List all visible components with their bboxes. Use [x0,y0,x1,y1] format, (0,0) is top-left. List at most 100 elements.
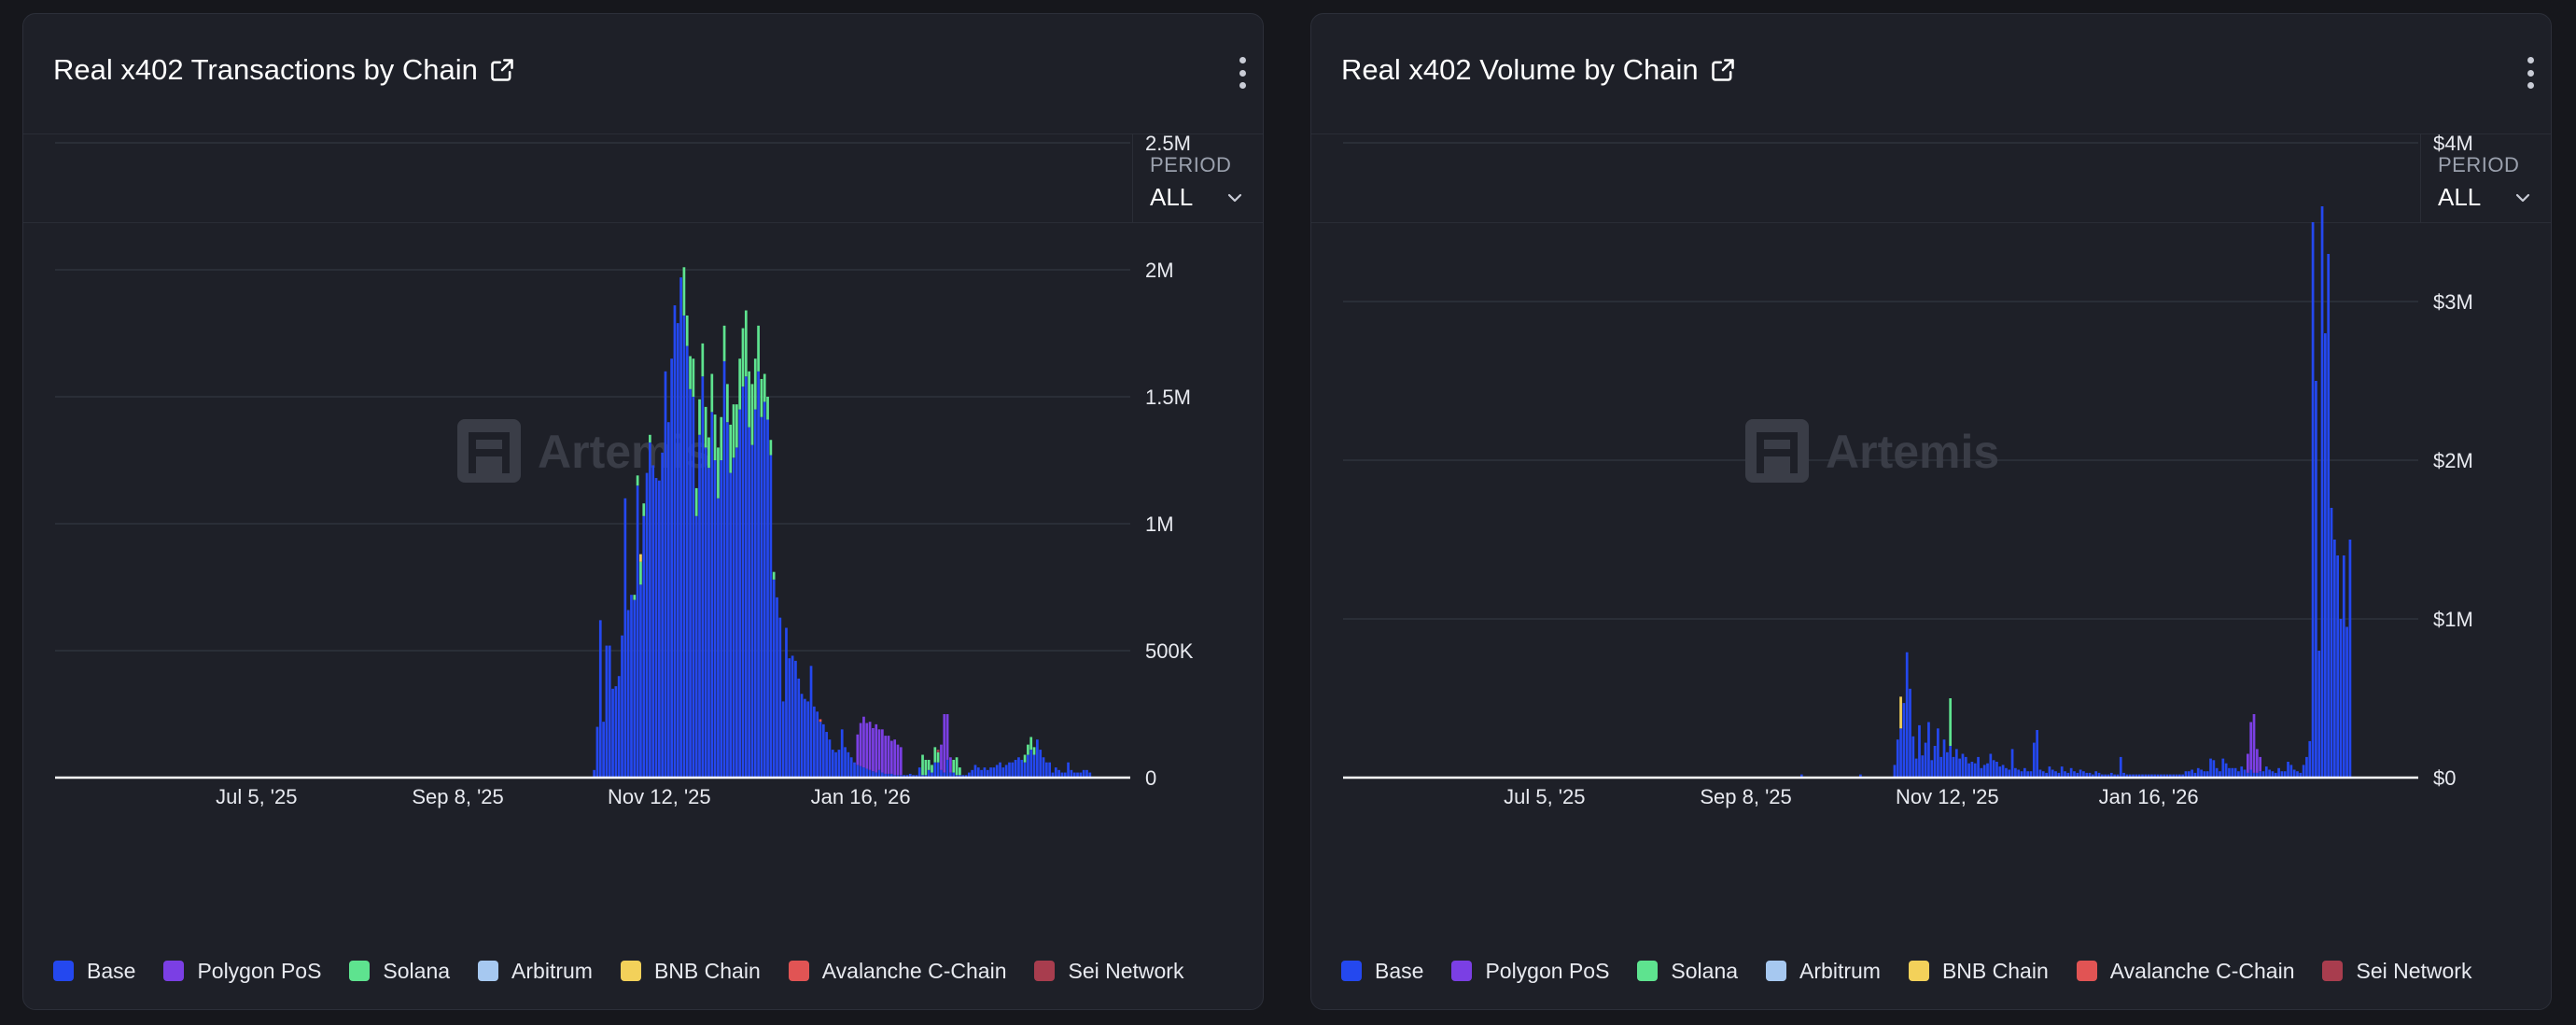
bar-base[interactable] [2342,555,2345,778]
bar-base[interactable] [2122,772,2125,778]
bar-base[interactable] [2153,774,2157,778]
bar-base[interactable] [2119,756,2122,778]
bar-base[interactable] [973,765,977,778]
bar-base[interactable] [1023,762,1027,778]
bar-solana[interactable] [955,757,959,776]
bar-base[interactable] [2032,742,2036,778]
bar-bnb-chain[interactable] [1899,696,1902,729]
bar-base[interactable] [2010,749,2014,778]
bar-base[interactable] [2255,772,2259,778]
bar-base[interactable] [840,729,844,778]
bar-base[interactable] [875,772,878,778]
bar-solana[interactable] [750,384,754,445]
bar-base[interactable] [2212,760,2216,778]
bar-base[interactable] [2005,767,2008,778]
legend-item-arbitrum[interactable]: Arbitrum [478,959,593,984]
bar-polygon-pos[interactable] [872,727,875,772]
bar-base[interactable] [1949,746,1953,778]
bar-base[interactable] [2141,774,2144,778]
bar-base[interactable] [760,416,763,778]
bar-solana[interactable] [959,767,961,776]
bar-base[interactable] [1942,739,1946,778]
bar-base[interactable] [1011,762,1015,778]
bar-base[interactable] [633,599,637,778]
bar-base[interactable] [2277,767,2280,778]
bar-base[interactable] [936,762,940,778]
bar-polygon-pos[interactable] [884,736,888,774]
more-options-icon[interactable] [1235,57,1250,89]
bar-polygon-pos[interactable] [945,714,949,760]
bar-base[interactable] [887,773,890,778]
bar-base[interactable] [2128,774,2132,778]
bar-polygon-pos[interactable] [887,736,890,774]
bar-base[interactable] [2327,254,2331,778]
bar-base[interactable] [626,610,630,778]
bar-solana[interactable] [741,328,745,387]
legend-item-bnb-chain[interactable]: BNB Chain [620,959,761,984]
bar-base[interactable] [809,666,813,778]
bar-base[interactable] [1072,772,1076,778]
bar-base[interactable] [853,762,856,778]
bar-polygon-pos[interactable] [896,744,900,776]
bar-base[interactable] [608,645,611,778]
bar-base[interactable] [1961,753,1965,779]
bar-base[interactable] [828,739,832,778]
bar-solana[interactable] [701,343,705,377]
bar-base[interactable] [2036,730,2038,778]
bar-base[interactable] [2045,772,2048,778]
bar-solana[interactable] [760,378,763,417]
bar-base[interactable] [2224,763,2228,778]
bar-solana[interactable] [772,571,776,580]
legend-item-sei-network[interactable]: Sei Network [2322,959,2471,984]
bar-base[interactable] [896,775,900,778]
bar-base[interactable] [2324,333,2327,778]
bar-base[interactable] [726,422,729,778]
bar-base[interactable] [2308,740,2312,778]
bar-base[interactable] [2259,771,2262,778]
bar-solana[interactable] [698,399,701,435]
bar-base[interactable] [602,722,605,778]
bar-base[interactable] [2274,772,2277,778]
bar-base[interactable] [794,660,797,778]
bar-base[interactable] [1036,739,1039,778]
bar-base[interactable] [1945,751,1949,778]
bar-base[interactable] [1998,766,2002,778]
bar-solana[interactable] [766,397,769,420]
bar-solana[interactable] [757,325,760,372]
bar-base[interactable] [2264,766,2268,778]
bar-base[interactable] [976,767,980,778]
bar-base[interactable] [748,427,750,778]
bar-base[interactable] [2156,774,2160,778]
bar-base[interactable] [649,442,651,778]
bar-base[interactable] [1954,749,1958,778]
bar-base[interactable] [915,775,918,778]
external-link-icon[interactable] [489,57,515,83]
bar-base[interactable] [849,757,853,778]
bar-solana[interactable] [729,424,733,473]
bar-base[interactable] [766,419,769,778]
bar-base[interactable] [1014,759,1017,778]
bar-base[interactable] [717,498,720,778]
bar-base[interactable] [605,645,609,778]
bar-base[interactable] [707,468,710,778]
bar-base[interactable] [2085,772,2089,778]
bar-base[interactable] [2320,206,2324,778]
bar-base[interactable] [741,386,745,778]
bar-base[interactable] [2292,769,2296,779]
bar-base[interactable] [685,345,689,778]
bar-solana[interactable] [1023,754,1027,763]
bar-base[interactable] [1973,763,1977,778]
bar-base[interactable] [763,401,766,778]
bar-base[interactable] [2147,774,2150,778]
bar-base[interactable] [611,688,614,778]
bar-base[interactable] [1970,762,1974,778]
bar-solana[interactable] [685,315,689,346]
bar-base[interactable] [2252,772,2256,778]
bar-base[interactable] [1909,688,1911,778]
bar-base[interactable] [877,769,881,778]
chart-title[interactable]: Real x402 Transactions by Chain [53,53,515,87]
bar-base[interactable] [2165,774,2169,778]
bar-base[interactable] [2219,771,2221,778]
bar-base[interactable] [1063,772,1067,778]
bar-base[interactable] [2054,771,2057,778]
